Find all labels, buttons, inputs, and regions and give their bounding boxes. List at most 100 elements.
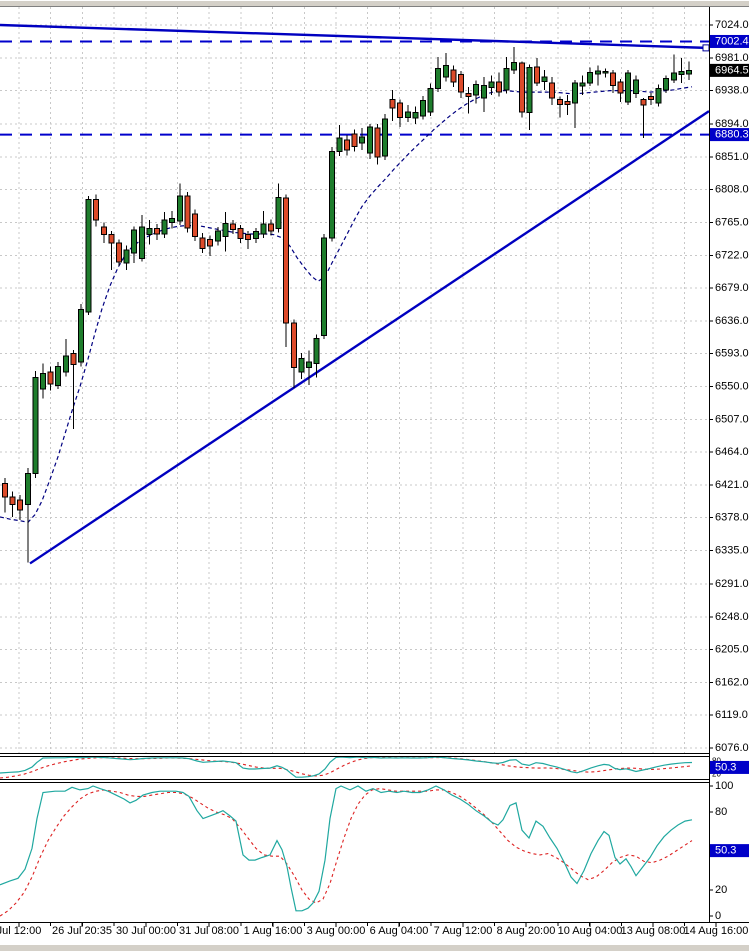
trendline-descending-resistance[interactable] (0, 23, 707, 50)
candle (169, 211, 176, 229)
price-tick-label: 6851.0 (715, 151, 749, 163)
candle (389, 89, 396, 122)
stoch-tick-label: 80 (715, 806, 727, 818)
price-tick-label: 6981.0 (715, 52, 749, 64)
price-tick-label: 6248.0 (715, 611, 749, 623)
candle (245, 230, 252, 250)
candle (632, 75, 639, 99)
stoch-small-panel[interactable] (0, 757, 693, 779)
candle (473, 80, 480, 104)
candle (587, 67, 594, 87)
stoch-tick-label: 20 (715, 884, 727, 896)
candle (146, 220, 153, 245)
candle (252, 227, 259, 244)
candle (306, 350, 312, 385)
badge-stoch-big-text: 50.3 (715, 845, 736, 857)
candle (283, 194, 290, 347)
candle (686, 61, 692, 80)
candle (359, 127, 366, 151)
time-tick-label: 30 Jul 00:00 (116, 925, 176, 937)
candle (526, 64, 533, 131)
candle (625, 69, 632, 106)
candles-layer (2, 47, 692, 563)
candle (374, 124, 381, 165)
candle (108, 230, 115, 270)
candle (663, 75, 670, 93)
candle (55, 362, 62, 389)
trendline-ascending-support[interactable] (29, 110, 709, 565)
candle (9, 491, 16, 517)
candle (123, 245, 130, 270)
candle (564, 95, 571, 115)
time-tick-label: 13 Aug 08:00 (621, 925, 686, 937)
price-tick-label: 6722.0 (715, 249, 749, 261)
stoch-tick-label: 100 (715, 780, 733, 792)
candle (670, 54, 677, 83)
candle (404, 105, 411, 122)
badge-current-price-text: 6964.5 (715, 64, 749, 76)
candle (450, 65, 457, 87)
candle (541, 69, 548, 90)
candle (420, 95, 426, 120)
price-tick-label: 6808.0 (715, 184, 749, 196)
candle (268, 219, 274, 236)
stoch-k-line (0, 785, 693, 912)
candle (321, 233, 328, 340)
main-chart-surface[interactable] (0, 7, 709, 753)
candle (397, 99, 404, 128)
candle (351, 129, 358, 152)
candle (328, 147, 335, 242)
price-tick-label: 6593.0 (715, 348, 749, 360)
candle (366, 124, 373, 160)
candle (116, 239, 122, 267)
candle (435, 57, 442, 93)
stoch-big-panel[interactable] (0, 785, 693, 917)
time-axis: Jul 12:00 26 Jul 20:35 30 Jul 00:00 31 Jul … (0, 923, 748, 937)
candle (230, 220, 236, 234)
candle (594, 65, 601, 86)
candle (78, 304, 84, 367)
price-tick-label: 6550.0 (715, 381, 749, 393)
candle (2, 478, 8, 513)
candle (488, 75, 495, 96)
price-tick-label: 6205.0 (715, 644, 749, 656)
candle (442, 53, 449, 82)
trendline-handle[interactable] (702, 44, 710, 52)
candle (17, 494, 24, 520)
candle (511, 47, 518, 74)
big-indicator-surface[interactable] (0, 783, 709, 922)
time-tick-label: 3 Aug 00:00 (307, 925, 366, 937)
trendlines[interactable] (0, 23, 709, 565)
candle (207, 235, 214, 257)
time-tick-label: 14 Aug 16:00 (684, 925, 749, 937)
candle (176, 183, 183, 225)
price-tick-label: 6507.0 (715, 413, 749, 425)
badge-stoch-small: 50.3 (710, 760, 749, 774)
small-indicator-surface[interactable] (0, 757, 709, 778)
time-tick-label: 7 Aug 12:00 (434, 925, 493, 937)
time-tick-label: 10 Aug 04:00 (558, 925, 623, 937)
candle (62, 339, 69, 377)
time-tick-label: 1 Aug 16:00 (244, 925, 303, 937)
candle (214, 227, 221, 246)
candle (549, 76, 556, 106)
price-tick-label: 6076.0 (715, 742, 749, 754)
candle (40, 363, 46, 399)
candle (602, 68, 609, 78)
price-tick-label: 6765.0 (715, 217, 749, 229)
candle (313, 334, 320, 378)
candle (534, 57, 540, 87)
candle (344, 134, 350, 156)
badge-resistance-text: 7002.4 (715, 35, 749, 47)
candle (199, 233, 206, 254)
candle (290, 319, 297, 389)
candle (655, 84, 662, 107)
price-tick-label: 6679.0 (715, 282, 749, 294)
candle (336, 124, 343, 157)
candle (184, 192, 191, 233)
price-tick-label: 6119.0 (715, 709, 748, 721)
candle (93, 194, 100, 227)
chart-canvas[interactable]: 7024.0 6981.0 6938.0 6894.0 6851.0 6808.0 6765… (0, 7, 749, 944)
candle (518, 61, 525, 118)
candle (678, 57, 685, 83)
